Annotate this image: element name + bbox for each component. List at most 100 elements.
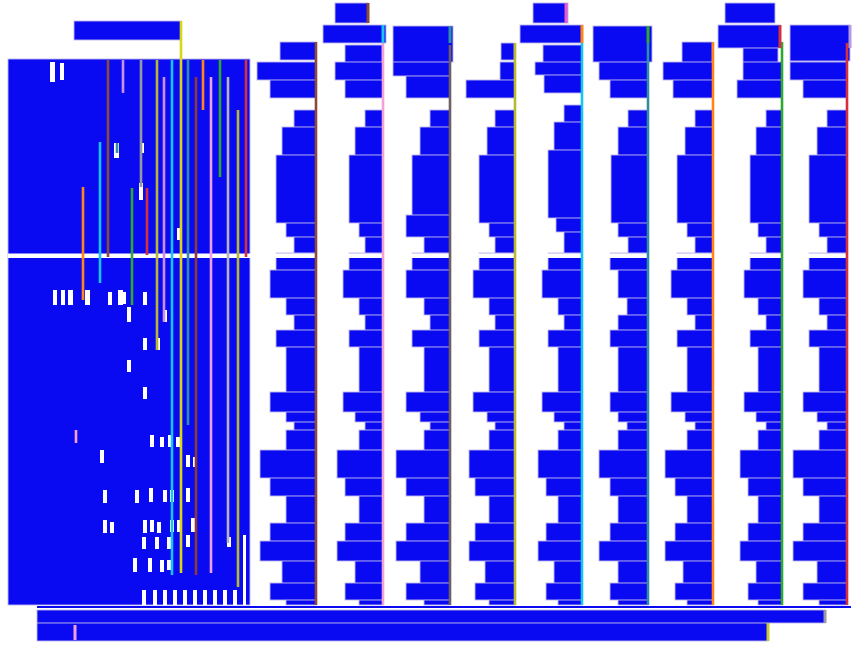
histogram-bar: [336, 540, 384, 562]
histogram-bar: [676, 329, 714, 348]
histogram-bar: [670, 391, 714, 413]
histogram-bar: [557, 297, 583, 316]
histogram-bar: [259, 449, 317, 479]
column-top-bar: [742, 47, 779, 63]
histogram-bar: [293, 109, 317, 128]
histogram-bar: [281, 560, 317, 584]
histogram-bar: [617, 222, 649, 238]
histogram-bar: [395, 540, 451, 562]
histogram-bar: [765, 109, 783, 128]
alignment-gap: [167, 537, 171, 549]
alignment-gap: [103, 490, 107, 503]
alignment-gap: [123, 292, 126, 304]
histogram-bar: [826, 421, 848, 431]
histogram-bar: [557, 495, 583, 524]
histogram-bar: [617, 560, 649, 584]
histogram-bar: [684, 411, 714, 423]
column-top-tick: [381, 25, 385, 43]
histogram-bar: [423, 236, 451, 254]
histogram-bar: [757, 495, 783, 524]
histogram-bar: [545, 522, 583, 542]
histogram-bar: [342, 391, 384, 413]
alignment-gap: [53, 290, 57, 305]
histogram-bar: [818, 599, 848, 606]
histogram-bar: [626, 421, 649, 431]
histogram-bar: [547, 149, 583, 219]
histogram-bar: [429, 314, 451, 331]
histogram-bar: [419, 411, 451, 423]
variant-line: [179, 21, 183, 573]
histogram-bar: [742, 61, 783, 81]
histogram-bar: [405, 522, 451, 542]
histogram-bar: [474, 582, 516, 601]
histogram-bar: [423, 599, 451, 606]
histogram-bar: [494, 109, 516, 128]
column-baseline: [711, 42, 715, 605]
histogram-bar: [285, 429, 317, 451]
histogram-bar: [344, 522, 384, 542]
histogram-bar: [802, 79, 848, 99]
histogram-bar: [488, 429, 516, 451]
histogram-bar: [537, 540, 583, 562]
variant-line: [98, 142, 102, 283]
histogram-bar: [256, 61, 317, 81]
column-baseline: [845, 43, 849, 605]
histogram-bar: [334, 61, 384, 81]
histogram-bar: [364, 421, 384, 431]
histogram-bar: [344, 582, 384, 601]
histogram-bar: [348, 154, 384, 224]
variant-line: [194, 77, 198, 575]
histogram-bar: [494, 236, 516, 254]
histogram-bar: [419, 126, 451, 156]
variant-line: [155, 60, 159, 350]
alignment-gap: [127, 307, 131, 322]
column-baseline: [513, 43, 517, 605]
histogram-bar: [664, 540, 714, 562]
histogram-bar: [617, 599, 649, 606]
histogram-bar: [816, 560, 848, 584]
bottom-hairline: [37, 606, 851, 608]
variant-line: [209, 77, 213, 573]
column-top-bar: [532, 2, 569, 24]
histogram-bar: [488, 495, 516, 524]
variant-line: [244, 60, 248, 257]
histogram-bar: [293, 421, 317, 431]
histogram-bar: [336, 449, 384, 479]
histogram-bar: [269, 582, 317, 601]
alignment-gap: [143, 292, 147, 305]
variant-line: [74, 430, 78, 443]
left-alignment-block: [7, 58, 251, 606]
histogram-bar: [269, 269, 317, 299]
histogram-bar: [686, 429, 714, 451]
alignment-gap: [100, 450, 104, 463]
histogram-bar: [269, 79, 317, 99]
histogram-bar: [686, 495, 714, 524]
histogram-bar: [755, 411, 783, 423]
column-top-bar: [681, 41, 713, 63]
histogram-bar: [269, 391, 317, 413]
histogram-bar: [747, 522, 783, 542]
alignment-gap: [148, 558, 152, 572]
alignment-gap: [183, 590, 187, 605]
alignment-gap: [193, 590, 197, 605]
histogram-bar: [598, 61, 649, 81]
histogram-bar: [694, 109, 714, 128]
column-top-bar: [322, 24, 387, 44]
column-baseline: [314, 42, 318, 605]
histogram-bar: [285, 495, 317, 524]
variant-line: [236, 110, 240, 587]
histogram-bar: [789, 61, 848, 81]
alignment-gap: [118, 290, 123, 305]
histogram-bar: [694, 314, 714, 331]
histogram-bar: [749, 329, 783, 348]
row-separator-line: [8, 253, 852, 258]
histogram-bar: [429, 421, 451, 431]
histogram-bar: [627, 236, 649, 254]
column-top-bar: [542, 44, 583, 63]
histogram-bar: [358, 297, 384, 316]
alignment-gap: [110, 522, 114, 533]
histogram-bar: [285, 346, 317, 393]
histogram-bar: [405, 75, 451, 99]
variant-line: [130, 188, 134, 305]
histogram-bar: [686, 599, 714, 606]
